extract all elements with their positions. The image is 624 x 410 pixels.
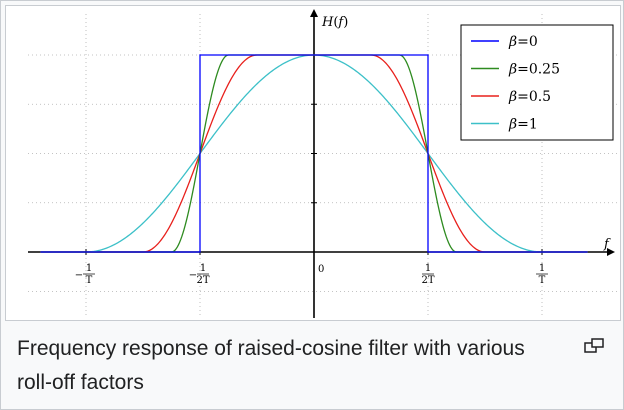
x-tick-label: −1T <box>75 263 95 286</box>
x-tick-label-zero: 0 <box>318 264 324 275</box>
svg-text:1: 1 <box>86 263 92 274</box>
chart-area: −1 T −1 2T 1 2T 1 T 0 H(f) f β=0 β=0.25 β=0.5 β=1 <box>5 5 621 321</box>
legend-entry-2: β=0.5 <box>508 89 551 105</box>
x-axis-arrow <box>607 248 615 256</box>
legend-box <box>460 24 614 141</box>
x-tick-label: −12T <box>189 263 210 286</box>
svg-text:1: 1 <box>200 263 206 274</box>
legend: β=0 β=0.25 β=0.5 β=1 <box>460 24 614 141</box>
y-axis-arrow <box>310 9 318 17</box>
y-axis-label: H(f) <box>321 15 348 30</box>
x-tick-label: 12T <box>421 263 434 286</box>
svg-text:2T: 2T <box>421 275 434 286</box>
svg-text:−: − <box>189 270 197 281</box>
svg-text:1: 1 <box>539 263 545 274</box>
x-axis-label: f <box>603 237 611 252</box>
svg-text:1: 1 <box>425 263 431 274</box>
series-lines <box>40 54 588 253</box>
svg-text:−: − <box>75 270 83 281</box>
legend-entry-0: β=0 <box>508 34 538 50</box>
svg-text:T: T <box>539 275 546 286</box>
svg-text:T: T <box>86 275 93 286</box>
enlarge-icon[interactable] <box>583 337 605 355</box>
legend-entry-1: β=0.25 <box>508 62 560 78</box>
svg-text:2T: 2T <box>196 275 209 286</box>
series-line-0 <box>40 54 588 253</box>
figure-caption: Frequency response of raised-cosine filt… <box>17 337 525 394</box>
x-tick-label: 1T <box>536 263 548 286</box>
legend-entry-3: β=1 <box>508 117 538 133</box>
